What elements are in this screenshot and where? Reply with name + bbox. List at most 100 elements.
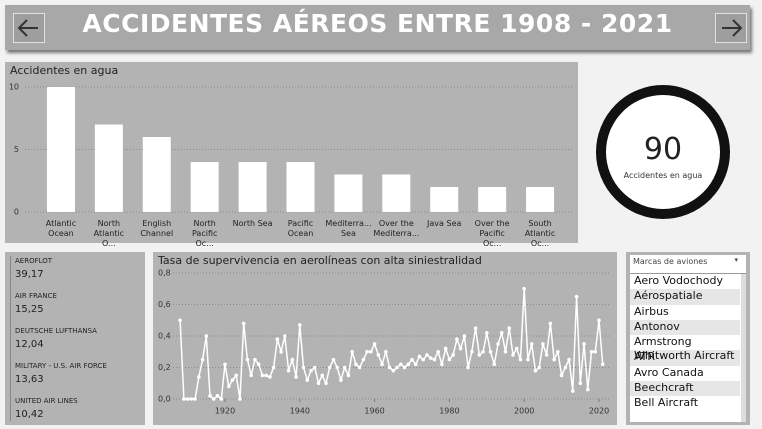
point bbox=[507, 326, 512, 330]
x-tick-label: English Channel bbox=[140, 219, 174, 238]
point bbox=[245, 357, 250, 362]
header: ACCIDENTES AÉREOS ENTRE 1908 - 2021 bbox=[5, 5, 750, 50]
point bbox=[410, 357, 414, 362]
point bbox=[309, 368, 313, 373]
x-tick-label: South Atlantic Oc... bbox=[524, 219, 556, 248]
point bbox=[241, 321, 246, 326]
slicer-item[interactable]: Antonov bbox=[630, 319, 740, 336]
card-name: DEUTSCHE LUFTHANSA bbox=[15, 327, 97, 335]
point bbox=[488, 349, 493, 354]
point bbox=[301, 365, 306, 370]
point bbox=[189, 397, 194, 401]
point bbox=[552, 357, 556, 362]
card-name: AEROFLOT bbox=[15, 257, 53, 265]
point bbox=[559, 373, 564, 378]
chart-title: Tasa de supervivencia en aerolíneas con … bbox=[158, 254, 482, 267]
point bbox=[440, 362, 444, 367]
point bbox=[346, 373, 351, 378]
point bbox=[466, 365, 470, 370]
point bbox=[327, 365, 332, 370]
point bbox=[492, 362, 497, 367]
x-tick-label: North Sea bbox=[232, 219, 273, 228]
y-tick-label: 0,8 bbox=[158, 269, 171, 278]
point bbox=[556, 349, 560, 354]
point bbox=[275, 337, 280, 341]
point bbox=[563, 365, 568, 370]
slicer-item[interactable]: Bell Aircraft bbox=[630, 396, 740, 412]
point bbox=[219, 397, 224, 401]
point bbox=[197, 375, 201, 379]
point bbox=[380, 362, 384, 367]
slicer-item[interactable]: Armstrong Whitworth Aircraft bbox=[630, 335, 740, 362]
point bbox=[571, 389, 575, 393]
slicer-panel: Marcas de aviones ▾ Aero Vodochody Aérospa… bbox=[626, 252, 750, 425]
point bbox=[178, 318, 182, 323]
slicer-item[interactable]: Airbus bbox=[630, 304, 740, 320]
point bbox=[477, 353, 482, 357]
point bbox=[503, 349, 508, 354]
point bbox=[421, 357, 426, 362]
point bbox=[428, 356, 433, 360]
point bbox=[361, 357, 366, 362]
bar bbox=[478, 187, 507, 212]
point bbox=[585, 387, 590, 392]
point bbox=[357, 365, 362, 370]
point bbox=[567, 357, 571, 362]
bar bbox=[94, 124, 123, 212]
point bbox=[451, 353, 455, 357]
y-tick-label: 10 bbox=[9, 83, 19, 92]
point bbox=[470, 349, 474, 354]
x-tick-label: Over the Pacific Oc... bbox=[474, 219, 510, 248]
card: AEROFLOT 39,17 bbox=[15, 257, 145, 280]
point bbox=[320, 373, 325, 378]
card-value: 15,25 bbox=[15, 304, 44, 315]
card-value: 12,04 bbox=[15, 339, 44, 350]
cards-panel: AEROFLOT 39,17 AIR FRANCE 15,25 DEUTSCHE LUF… bbox=[5, 252, 145, 425]
x-tick-label: North Atlantic O... bbox=[93, 219, 125, 248]
next-button[interactable] bbox=[715, 13, 747, 43]
point bbox=[593, 349, 598, 354]
point bbox=[518, 357, 523, 362]
card-name: UNITED AIR LINES bbox=[15, 397, 78, 405]
point bbox=[279, 349, 283, 354]
point bbox=[331, 357, 336, 362]
slicer-item[interactable]: Aero Vodochody bbox=[630, 274, 740, 290]
point bbox=[589, 349, 594, 354]
bar-chart: 0 5 10 bbox=[9, 83, 572, 217]
point bbox=[522, 286, 526, 291]
x-tick-label: 1920 bbox=[215, 407, 235, 416]
point bbox=[387, 365, 392, 370]
back-button[interactable] bbox=[13, 13, 45, 43]
bar bbox=[238, 162, 267, 212]
card-value: 13,63 bbox=[15, 374, 44, 385]
bar bbox=[526, 187, 555, 212]
slicer-item[interactable]: Aérospatiale bbox=[630, 289, 740, 305]
slicer-item[interactable]: Beechcraft bbox=[630, 381, 740, 397]
line bbox=[179, 288, 604, 401]
point bbox=[473, 326, 478, 330]
x-tick-label: Pacific Ocean bbox=[287, 219, 314, 238]
card-value: 39,17 bbox=[15, 269, 44, 280]
point bbox=[485, 331, 489, 335]
line-panel: Tasa de supervivencia en aerolíneas con … bbox=[153, 252, 617, 425]
point bbox=[298, 323, 302, 327]
card-name: MILITARY - U.S. AIR FORCE bbox=[15, 362, 107, 370]
slicer-header[interactable]: Marcas de aviones ▾ bbox=[630, 255, 746, 274]
point bbox=[600, 362, 605, 367]
x-tick-label: Atlantic Ocean bbox=[45, 219, 77, 238]
point bbox=[253, 357, 257, 362]
point bbox=[226, 384, 231, 389]
point bbox=[443, 346, 448, 351]
point bbox=[533, 368, 538, 373]
kpi-label: Accidentes en agua bbox=[623, 171, 703, 180]
slicer-item[interactable]: Avro Canada bbox=[630, 365, 740, 382]
x-tick-label: 1940 bbox=[290, 407, 310, 416]
point bbox=[369, 349, 373, 354]
point bbox=[208, 394, 212, 398]
point bbox=[481, 349, 485, 354]
kpi: 90 Accidentes en agua bbox=[593, 82, 733, 222]
point bbox=[324, 381, 328, 386]
slicer-item[interactable]: ATR bbox=[630, 350, 740, 366]
point bbox=[541, 342, 545, 346]
line-chart: 0,0 0,2 0,4 0,6 0,8 1920 1940 1960 1980 2000 2020 bbox=[158, 269, 611, 416]
